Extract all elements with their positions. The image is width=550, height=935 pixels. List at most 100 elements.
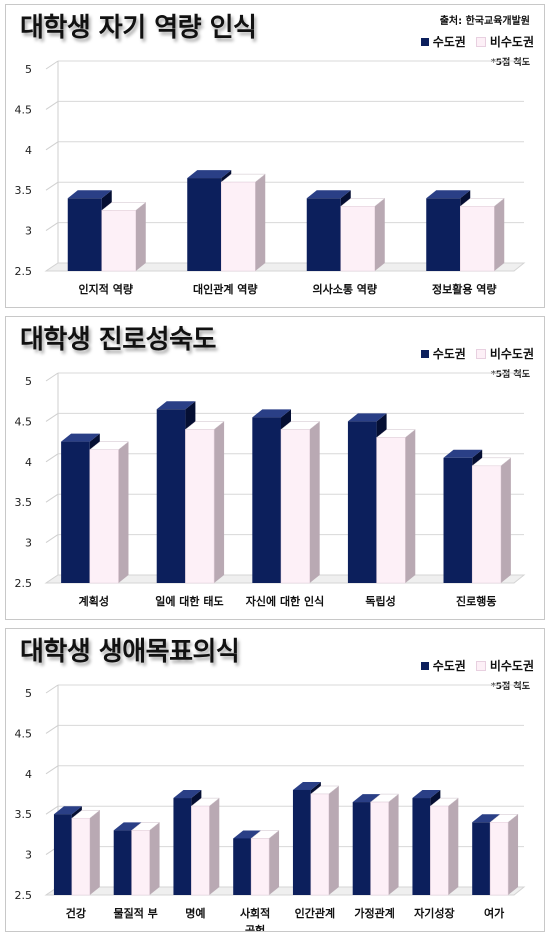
gridline-side <box>45 60 59 70</box>
x-tick-label: 여가 <box>484 906 504 920</box>
y-tick-label: 4.5 <box>15 415 33 428</box>
y-tick-label: 2.5 <box>15 577 33 590</box>
bar-front <box>472 822 491 895</box>
scale-note: *5점 척도 <box>491 370 530 380</box>
y-tick-label: 3 <box>25 225 32 238</box>
gridline-side <box>45 453 59 463</box>
bar-top <box>187 170 232 179</box>
x-tick-label: 진로행동 <box>456 594 496 608</box>
gridline-side <box>45 534 59 544</box>
bar-non-capital <box>250 830 280 896</box>
legend-label-capital: 수도권 <box>432 659 466 673</box>
bar-side <box>309 421 320 583</box>
bar-non-capital <box>310 785 340 896</box>
scale-note: *5점 척도 <box>491 58 530 68</box>
y-tick-label: 2.5 <box>15 265 33 278</box>
x-tick-label: 명예 <box>185 906 205 920</box>
legend-item-capital: 수도권 <box>420 345 466 362</box>
bar-front <box>280 429 310 584</box>
legend-swatch-capital <box>420 37 429 46</box>
bar-front <box>460 206 495 272</box>
chart-panel-self-competency: 대학생 자기 역량 인식 출처: 한국교육개발원 수도권 비수도권 *5점 척도… <box>5 4 545 308</box>
bar-non-capital <box>101 202 147 272</box>
bar-side <box>118 441 129 583</box>
gridline-side <box>45 222 59 232</box>
legend-item-non-capital: 비수도권 <box>475 345 534 362</box>
bar-front <box>306 198 341 271</box>
gridline-side <box>45 493 59 503</box>
bar-side <box>135 202 146 271</box>
bar-top <box>233 830 262 839</box>
y-tick-label: 4.5 <box>15 103 33 116</box>
bar-non-capital <box>89 441 130 584</box>
bar-front <box>131 830 150 896</box>
bar-side <box>149 822 160 895</box>
bar-capital <box>61 433 100 583</box>
x-tick-label: 자기성장 <box>414 906 454 920</box>
legend-item-non-capital: 비수도권 <box>475 657 534 674</box>
bar-top <box>412 790 441 799</box>
bar-front <box>376 437 406 584</box>
y-tick-label: 3 <box>25 849 32 862</box>
bar-side <box>374 198 385 271</box>
x-tick-label: 계획성 <box>79 594 109 608</box>
gridline-side <box>45 181 59 191</box>
x-tick-label: 가정관계 <box>354 906 394 920</box>
scale-note: *5점 척도 <box>491 682 530 692</box>
bar-non-capital <box>489 814 519 896</box>
x-tick-label: 의사소통 역량 <box>312 282 377 296</box>
y-tick-label: 3.5 <box>15 496 33 509</box>
gridline-side <box>45 141 59 151</box>
gridline-side <box>45 724 59 734</box>
bar-non-capital <box>184 421 225 584</box>
bar-top <box>472 814 501 823</box>
bar-chart: 2.5 3 3.5 4 4.5 5 인지적 역량 대인관계 역량 의사소통 역량 정보활용 역량 <box>15 60 526 296</box>
bar-front <box>426 198 461 271</box>
y-tick-label: 3.5 <box>15 808 33 821</box>
x-tick-label: 정보활용 역량 <box>432 282 497 296</box>
bar-top <box>252 409 291 418</box>
bar-top <box>347 413 387 422</box>
bar-front <box>233 838 252 895</box>
y-tick-label: 5 <box>25 687 32 700</box>
legend-swatch-non-capital <box>475 348 486 359</box>
bar-front <box>252 417 281 583</box>
gridline-side <box>45 684 59 694</box>
x-tick-label: 인간관계 <box>295 906 335 920</box>
bar-top <box>67 190 112 199</box>
x-tick-label: 자신에 대한 인식 <box>246 594 325 608</box>
bar-side <box>328 786 339 895</box>
y-tick-label: 3.5 <box>15 184 33 197</box>
bar-top <box>173 790 202 799</box>
bar-front <box>471 465 502 584</box>
bar-front <box>191 805 210 896</box>
bar-front <box>71 817 91 896</box>
x-tick-label: 사회적 <box>240 906 270 920</box>
bar-side <box>494 198 505 271</box>
x-tick-label: 공헌 <box>245 923 265 931</box>
gridline-side <box>45 805 59 815</box>
source-note: 출처: 한국교육개발원 <box>439 16 530 27</box>
y-tick-label: 4 <box>25 768 32 781</box>
bar-side <box>214 421 225 583</box>
legend-swatch-capital <box>420 349 429 358</box>
bar-side <box>269 830 280 895</box>
bar-top <box>292 781 321 790</box>
y-tick-label: 3 <box>25 537 32 550</box>
bar-front <box>67 198 102 271</box>
legend-item-capital: 수도권 <box>420 657 466 674</box>
bar-non-capital <box>369 793 400 896</box>
bar-front <box>352 802 371 895</box>
bar-front <box>489 822 509 896</box>
bar-top <box>426 190 471 199</box>
legend: 수도권 비수도권 <box>420 33 534 50</box>
bar-front <box>250 838 270 896</box>
bar-side <box>405 429 416 583</box>
bar-top <box>306 190 351 199</box>
chart-title: 대학생 진로성숙도 <box>20 325 216 355</box>
bar-top <box>113 822 142 831</box>
y-tick-label: 5 <box>25 375 32 388</box>
x-tick-label: 인지적 역량 <box>79 282 133 296</box>
y-tick-label: 4.5 <box>15 727 33 740</box>
bar-chart: 2.5 3 3.5 4 4.5 5 계획성 일에 대한 태도 자신에 대한 인식 독립성 진로행동 <box>15 372 526 608</box>
